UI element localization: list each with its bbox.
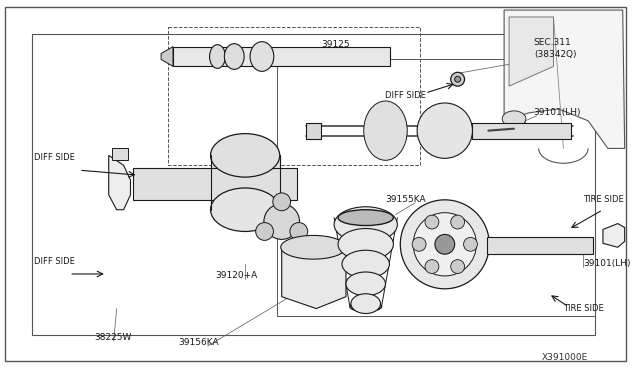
Ellipse shape bbox=[364, 101, 407, 160]
Polygon shape bbox=[173, 46, 390, 66]
Polygon shape bbox=[509, 17, 554, 86]
Ellipse shape bbox=[454, 76, 461, 82]
Ellipse shape bbox=[372, 113, 399, 148]
Text: 39101(LH): 39101(LH) bbox=[534, 108, 581, 117]
Polygon shape bbox=[133, 168, 296, 200]
Text: X391000E: X391000E bbox=[541, 353, 588, 362]
Polygon shape bbox=[603, 224, 625, 247]
Bar bbox=[307, 123, 321, 138]
Ellipse shape bbox=[281, 235, 346, 259]
Ellipse shape bbox=[435, 234, 454, 254]
Ellipse shape bbox=[502, 111, 526, 127]
Text: 39120+A: 39120+A bbox=[216, 271, 258, 280]
Ellipse shape bbox=[211, 188, 280, 231]
Ellipse shape bbox=[351, 294, 381, 314]
Ellipse shape bbox=[338, 228, 394, 260]
Text: 39101(LH): 39101(LH) bbox=[583, 259, 630, 268]
Ellipse shape bbox=[346, 272, 385, 296]
Ellipse shape bbox=[463, 237, 477, 251]
Polygon shape bbox=[109, 155, 131, 210]
Text: 39125: 39125 bbox=[321, 40, 350, 49]
Bar bbox=[112, 148, 127, 160]
Bar bbox=[472, 123, 572, 138]
Polygon shape bbox=[504, 10, 625, 148]
Ellipse shape bbox=[334, 207, 397, 242]
Bar bbox=[31, 34, 595, 335]
Ellipse shape bbox=[425, 260, 439, 273]
Ellipse shape bbox=[368, 107, 403, 154]
Ellipse shape bbox=[413, 213, 476, 276]
Text: DIFF SIDE: DIFF SIDE bbox=[34, 257, 74, 266]
Text: DIFF SIDE: DIFF SIDE bbox=[385, 91, 426, 100]
Text: TIRE SIDE: TIRE SIDE bbox=[583, 195, 624, 204]
Ellipse shape bbox=[451, 215, 465, 229]
Text: TIRE SIDE: TIRE SIDE bbox=[563, 304, 604, 312]
Text: DIFF SIDE: DIFF SIDE bbox=[34, 153, 74, 163]
Ellipse shape bbox=[256, 222, 273, 240]
Polygon shape bbox=[161, 46, 173, 66]
Ellipse shape bbox=[412, 237, 426, 251]
Ellipse shape bbox=[342, 250, 390, 278]
Ellipse shape bbox=[264, 204, 300, 239]
Ellipse shape bbox=[338, 210, 394, 225]
Ellipse shape bbox=[451, 72, 465, 86]
Polygon shape bbox=[487, 237, 593, 254]
Text: (38342Q): (38342Q) bbox=[534, 49, 576, 59]
Polygon shape bbox=[211, 155, 280, 210]
Bar bbox=[276, 60, 595, 317]
Text: 38225W: 38225W bbox=[94, 333, 131, 342]
Ellipse shape bbox=[400, 200, 489, 289]
Text: 39155KA: 39155KA bbox=[385, 195, 426, 204]
Ellipse shape bbox=[211, 134, 280, 177]
Text: SEC.311: SEC.311 bbox=[534, 38, 572, 47]
Ellipse shape bbox=[225, 44, 244, 69]
Ellipse shape bbox=[273, 193, 291, 211]
Polygon shape bbox=[282, 239, 346, 308]
Ellipse shape bbox=[250, 42, 274, 71]
Ellipse shape bbox=[417, 103, 472, 158]
Ellipse shape bbox=[350, 302, 381, 311]
Ellipse shape bbox=[451, 260, 465, 273]
Ellipse shape bbox=[209, 45, 225, 68]
Text: 39156KA: 39156KA bbox=[178, 338, 218, 347]
Ellipse shape bbox=[290, 222, 308, 240]
Ellipse shape bbox=[425, 215, 439, 229]
